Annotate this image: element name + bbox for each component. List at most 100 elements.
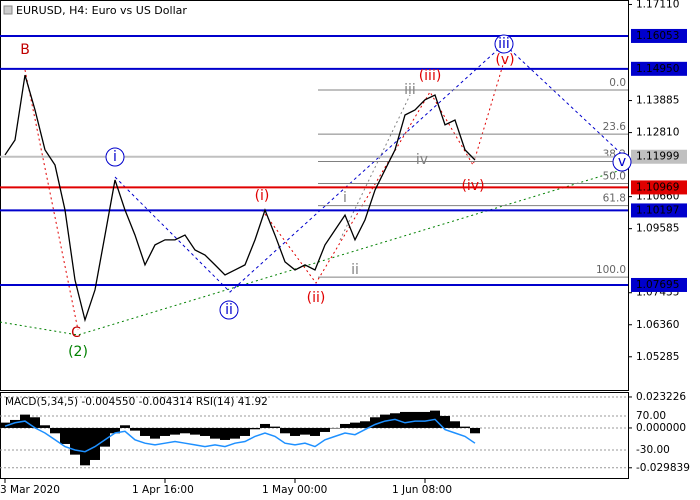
bar (350, 422, 360, 428)
y-tick-label: 1.12810 (636, 127, 679, 139)
bar (280, 427, 290, 434)
wave-line (339, 94, 411, 241)
fib-label: 100.0 (596, 264, 626, 276)
price-line (4, 74, 476, 323)
wave-line (114, 43, 629, 293)
bar (250, 427, 260, 430)
y2-tick-label: 70.00 (636, 410, 666, 422)
wave-label: B (20, 42, 30, 58)
bar (80, 427, 90, 466)
x-tick-label: 3 Mar 2020 (0, 484, 60, 496)
wave-label: (iv) (461, 178, 484, 194)
fib-label: 50.0 (603, 171, 626, 183)
bar (470, 427, 480, 434)
wave-circle (105, 147, 125, 167)
bar (130, 427, 140, 431)
chart-title: EURUSD, H4: Euro vs US Dollar (16, 4, 187, 17)
y-tick-label: 1.17110 (636, 0, 679, 10)
wave-line (261, 57, 506, 284)
fib-label: 23.6 (603, 121, 627, 133)
bar (220, 427, 230, 440)
fib-label: 61.8 (603, 193, 626, 205)
wave-label: iii (498, 36, 510, 52)
wave-label: (2) (68, 344, 88, 360)
y-tick-label: 0.000000 (636, 422, 686, 434)
wave-label: i (113, 149, 117, 165)
level-box (631, 149, 687, 164)
level-box (631, 28, 687, 43)
level-label: 1.14950 (636, 63, 679, 75)
y-tick-label: 0.023226 (636, 391, 686, 403)
level-label: 1.07695 (636, 279, 679, 291)
wave-label: (v) (495, 52, 514, 68)
level-box (631, 277, 687, 292)
bar (100, 427, 110, 447)
bar (70, 427, 80, 455)
bar (180, 427, 190, 434)
wave-label: (iii) (419, 68, 442, 84)
bar (0, 422, 10, 428)
level-label: 1.10969 (636, 181, 679, 193)
y-tick-label: 1.05285 (636, 351, 679, 363)
y-tick-label: 1.09585 (636, 223, 679, 235)
bar (390, 413, 400, 428)
x-tick-label: 1 Jun 08:00 (392, 484, 452, 496)
y-tick-label: 1.06360 (636, 319, 679, 331)
indicator-line (4, 418, 476, 453)
trend-line (0, 167, 629, 336)
bar (210, 427, 220, 439)
wave-label: v (618, 154, 626, 170)
bar (230, 427, 240, 439)
bar (190, 427, 200, 435)
y2-tick-label: -30.00 (636, 444, 670, 456)
bar (330, 427, 340, 429)
level-box (631, 180, 687, 195)
wave-line (24, 69, 79, 331)
bar (140, 427, 150, 436)
bar (300, 427, 310, 435)
bar (310, 427, 320, 436)
level-box (631, 61, 687, 76)
bar (90, 427, 100, 460)
bar (410, 411, 420, 428)
bar (450, 421, 460, 428)
x-tick-label: 1 May 00:00 (262, 484, 327, 496)
symbol-icon (3, 5, 13, 15)
bar (240, 427, 250, 436)
bar (360, 421, 370, 428)
bar (400, 411, 410, 428)
bar (50, 427, 60, 434)
bar (160, 427, 170, 436)
bar (460, 426, 470, 428)
wave-label: ii (351, 262, 359, 278)
bar (370, 417, 380, 428)
bar (110, 427, 120, 434)
bar (120, 425, 130, 428)
bar (200, 427, 210, 436)
bar (170, 427, 180, 435)
bar (320, 427, 330, 432)
wave-circle (494, 34, 514, 54)
indicator-title: MACD(5,34,5) -0.004550 -0.004314 RSI(14)… (5, 396, 268, 408)
bar (150, 427, 160, 439)
wave-label: (i) (255, 188, 270, 204)
wave-circle (612, 152, 632, 172)
wave-circle (219, 300, 239, 320)
bar (10, 419, 20, 428)
wave-label: ii (225, 302, 233, 318)
y-tick-label: -0.029839 (636, 462, 690, 474)
macd-frame (0, 392, 629, 479)
bar (440, 415, 450, 428)
wave-label: iv (416, 152, 428, 168)
level-label: 1.11999 (636, 151, 679, 163)
level-label: 1.10197 (636, 204, 679, 216)
bar (30, 417, 40, 428)
x-tick-label: 1 Apr 16:00 (132, 484, 194, 496)
wave-lines (0, 43, 629, 336)
bar (290, 427, 300, 436)
bar (60, 427, 70, 444)
wave-label: (ii) (307, 290, 326, 306)
wave-label: i (343, 190, 347, 206)
